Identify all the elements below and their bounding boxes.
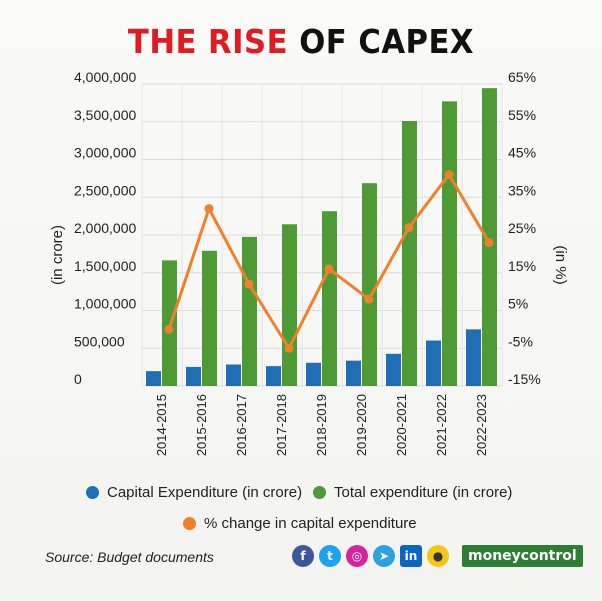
y-tick-left: 3,000,000 — [74, 145, 136, 161]
bar-total — [202, 250, 217, 386]
bar-capex — [466, 329, 481, 386]
y-axis-label-left: (in crore) — [49, 225, 66, 285]
koo-icon[interactable]: ● — [427, 545, 449, 567]
point-pct-change — [244, 279, 254, 289]
y-tick-right: -15% — [508, 371, 541, 387]
bar-capex — [146, 371, 161, 386]
y-tick-right: 35% — [508, 182, 536, 198]
point-pct-change — [324, 264, 334, 274]
x-tick: 2022-2023 — [474, 394, 489, 456]
y-tick-right: 5% — [508, 296, 528, 312]
chart-title: THE RISE OF CAPEX — [21, 22, 581, 61]
y-tick-left: 2,500,000 — [74, 182, 136, 198]
bar-total — [362, 183, 377, 386]
bar-total — [482, 88, 497, 387]
y-tick-left: 1,000,000 — [74, 296, 136, 312]
instagram-icon[interactable]: ◎ — [346, 545, 368, 567]
x-tick: 2016-2017 — [234, 394, 249, 456]
x-tick: 2015-2016 — [194, 394, 209, 456]
y-axis-label-right: (in %) — [552, 245, 569, 284]
x-tick: 2021-2022 — [434, 394, 449, 456]
y-tick-left: 4,000,000 — [74, 69, 136, 85]
bar-capex — [306, 362, 321, 386]
source-note: Source: Budget documents — [45, 549, 214, 565]
point-pct-change — [404, 222, 414, 232]
legend-label-capex: Capital Expenditure (in crore) — [107, 484, 303, 501]
bar-capex — [346, 360, 361, 386]
bar-total — [242, 236, 257, 386]
legend-label-total: Total expenditure (in crore) — [334, 484, 513, 501]
legend-swatch-capex — [86, 486, 99, 499]
y-tick-left: 2,000,000 — [74, 220, 136, 236]
legend-item-total: Total expenditure (in crore) — [313, 484, 512, 501]
x-tick: 2020-2021 — [394, 394, 409, 456]
y-tick-right: 65% — [508, 69, 536, 85]
legend-label-pct: % change in capital expenditure — [204, 515, 417, 532]
bar-capex — [426, 340, 441, 386]
y-tick-left: 3,500,000 — [74, 107, 136, 123]
twitter-icon[interactable]: t — [319, 545, 341, 567]
bar-total — [402, 121, 417, 386]
title-rest: OF CAPEX — [288, 22, 475, 61]
capex-chart: 0 500,000 1,000,000 1,500,000 2,000,000 2,500… — [49, 69, 569, 456]
point-pct-change — [284, 343, 294, 353]
point-pct-change — [204, 204, 214, 214]
legend-swatch-total — [313, 486, 326, 499]
bar-total — [322, 211, 337, 386]
facebook-icon[interactable]: f — [292, 545, 314, 567]
y-tick-right: 15% — [508, 258, 536, 274]
bar-capex — [386, 353, 401, 386]
y-tick-left: 1,500,000 — [74, 258, 136, 274]
bar-total — [442, 101, 457, 387]
x-tick: 2018-2019 — [314, 394, 329, 456]
telegram-icon[interactable]: ➤ — [373, 545, 395, 567]
legend-item-pct: % change in capital expenditure — [183, 515, 417, 532]
y-tick-right: -5% — [508, 333, 533, 349]
social-icons: f t ◎ ➤ in ● — [292, 545, 449, 567]
y-tick-right: 25% — [508, 220, 536, 236]
x-tick: 2014-2015 — [154, 394, 169, 456]
bar-capex — [266, 366, 281, 386]
x-tick: 2017-2018 — [274, 394, 289, 456]
y-tick-right: 45% — [508, 145, 536, 161]
linkedin-icon[interactable]: in — [400, 545, 422, 567]
bar-capex — [226, 364, 241, 386]
bar-capex — [186, 366, 201, 386]
y-tick-left: 500,000 — [74, 333, 125, 349]
legend-item-capex: Capital Expenditure (in crore) — [86, 484, 302, 501]
title-highlight: THE RISE — [127, 22, 289, 61]
point-pct-change — [364, 294, 374, 304]
point-pct-change — [484, 238, 494, 248]
y-tick-right: 55% — [508, 107, 536, 123]
x-tick: 2019-2020 — [354, 394, 369, 456]
point-pct-change — [444, 170, 454, 180]
legend-swatch-pct — [183, 517, 196, 530]
bar-total — [282, 224, 297, 386]
moneycontrol-logo: moneycontrol — [462, 545, 583, 567]
y-tick-left: 0 — [74, 371, 82, 387]
point-pct-change — [164, 324, 174, 334]
